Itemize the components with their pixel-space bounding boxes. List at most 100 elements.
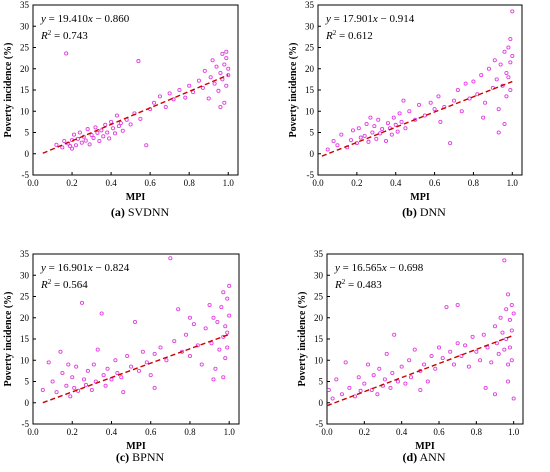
data-point (72, 385, 77, 390)
data-point (506, 379, 511, 384)
data-point (451, 362, 456, 367)
chart-panel-svdnn: 0.0 0.2 0.4 0.6 0.8 1.0 -5 0 5 10 15 20 25 30 35 MPI Pov… (3, 0, 239, 219)
data-point (370, 130, 375, 135)
data-point (217, 347, 222, 352)
data-point (429, 353, 434, 359)
data-point (224, 56, 229, 61)
data-point (502, 121, 507, 127)
data-point (105, 366, 110, 371)
data-point (81, 377, 87, 382)
data-point (399, 364, 404, 369)
data-point (407, 358, 412, 363)
data-point (79, 140, 84, 145)
y-tick-label: 0 (310, 149, 315, 159)
y-tick-label: 25 (20, 292, 30, 302)
data-point (58, 349, 63, 354)
data-point (418, 387, 423, 393)
data-point (500, 330, 505, 335)
y-tick-label: 20 (20, 313, 30, 323)
data-point (208, 75, 213, 80)
data-point (226, 73, 231, 78)
data-point (422, 362, 427, 367)
data-point (455, 302, 460, 308)
data-point (223, 324, 228, 329)
y-tick-label: 35 (20, 249, 30, 259)
data-point (212, 81, 217, 86)
data-point (225, 345, 230, 350)
data-point (348, 138, 354, 143)
r-squared: R2 = 0.612 (325, 29, 373, 42)
data-point (403, 381, 408, 386)
data-point (448, 349, 453, 354)
data-point (227, 313, 232, 318)
data-point (148, 373, 153, 378)
x-tick-label: 0.4 (390, 178, 402, 188)
data-point (136, 59, 141, 64)
y-tick-label: -5 (22, 170, 30, 180)
data-point (176, 307, 181, 312)
data-point (440, 356, 445, 361)
data-point (207, 302, 212, 308)
data-point (455, 87, 460, 93)
x-tick-label: 1.0 (508, 427, 520, 437)
y-tick-label: 5 (25, 128, 30, 138)
panel-caption: (c) BPNN (116, 450, 165, 464)
data-point (168, 256, 173, 261)
data-point (384, 351, 389, 356)
data-point (183, 95, 188, 100)
y-tick-label: 30 (314, 270, 324, 280)
data-point (109, 119, 114, 124)
data-point (425, 379, 430, 384)
data-point (451, 98, 457, 103)
data-point (144, 360, 149, 365)
data-point (151, 100, 157, 105)
data-point (203, 326, 208, 331)
data-point (91, 135, 96, 141)
y-tick-label: 15 (314, 334, 324, 344)
data-point (211, 315, 216, 320)
data-point (395, 129, 400, 134)
data-point (110, 126, 116, 131)
y-tick-label: 35 (20, 0, 30, 10)
data-point (466, 364, 471, 369)
x-tick-label: 0.2 (67, 427, 78, 437)
data-point (187, 83, 192, 88)
data-point (211, 377, 216, 382)
panel-caption: (d) ANN (402, 450, 445, 464)
x-tick-label: 0.6 (429, 178, 441, 188)
data-point (157, 94, 162, 99)
data-point (343, 360, 348, 365)
data-point (463, 343, 468, 348)
y-tick-label: 0 (319, 398, 324, 408)
data-point (226, 66, 231, 71)
data-point (199, 362, 204, 367)
r-squared: R2 = 0.483 (334, 278, 382, 291)
y-tick-label: 25 (20, 43, 30, 53)
data-point (183, 332, 189, 337)
data-point (436, 94, 441, 99)
data-point (334, 377, 339, 382)
data-point (214, 64, 219, 69)
data-point (60, 370, 65, 376)
y-tick-label: 20 (305, 64, 315, 74)
y-axis-title: Poverty incidence (%) (297, 292, 308, 387)
data-point (483, 100, 488, 105)
y-tick-label: 10 (305, 106, 315, 116)
data-point (218, 70, 223, 76)
data-point (68, 394, 73, 399)
y-tick-label: -5 (22, 419, 30, 429)
data-point (492, 324, 498, 329)
data-point (481, 332, 486, 337)
data-point (448, 141, 453, 146)
data-point (54, 142, 59, 147)
data-point (222, 62, 227, 67)
data-point (347, 385, 352, 390)
data-point (510, 9, 515, 14)
data-point (432, 107, 437, 112)
data-point (223, 356, 228, 361)
data-point (463, 81, 468, 86)
data-point (358, 388, 363, 393)
x-axis-title: MPI (126, 192, 146, 203)
data-point (510, 53, 515, 59)
data-point (492, 392, 498, 397)
